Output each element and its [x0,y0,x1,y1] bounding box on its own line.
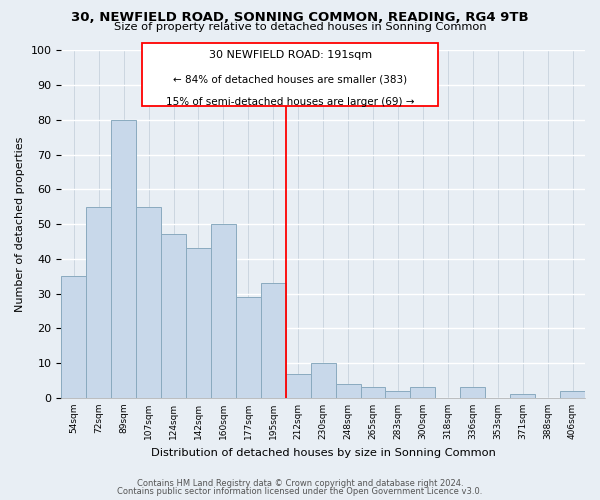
Bar [510,394,535,398]
Bar [311,363,335,398]
Bar [211,224,236,398]
Bar [161,234,186,398]
Bar [61,276,86,398]
Bar [410,388,436,398]
Text: 15% of semi-detached houses are larger (69) →: 15% of semi-detached houses are larger (… [166,97,415,107]
Bar [286,374,311,398]
Bar [236,297,261,398]
Text: Contains public sector information licensed under the Open Government Licence v3: Contains public sector information licen… [118,487,482,496]
Bar [460,388,485,398]
FancyBboxPatch shape [142,43,439,106]
Y-axis label: Number of detached properties: Number of detached properties [15,136,25,312]
Text: 30 NEWFIELD ROAD: 191sqm: 30 NEWFIELD ROAD: 191sqm [209,50,372,60]
Bar [261,283,286,398]
Text: Contains HM Land Registry data © Crown copyright and database right 2024.: Contains HM Land Registry data © Crown c… [137,478,463,488]
Text: ← 84% of detached houses are smaller (383): ← 84% of detached houses are smaller (38… [173,74,407,85]
X-axis label: Distribution of detached houses by size in Sonning Common: Distribution of detached houses by size … [151,448,496,458]
Bar [560,391,585,398]
Bar [111,120,136,398]
Bar [361,388,385,398]
Bar [186,248,211,398]
Bar [136,206,161,398]
Bar [335,384,361,398]
Bar [86,206,111,398]
Bar [385,391,410,398]
Text: Size of property relative to detached houses in Sonning Common: Size of property relative to detached ho… [113,22,487,32]
Text: 30, NEWFIELD ROAD, SONNING COMMON, READING, RG4 9TB: 30, NEWFIELD ROAD, SONNING COMMON, READI… [71,11,529,24]
